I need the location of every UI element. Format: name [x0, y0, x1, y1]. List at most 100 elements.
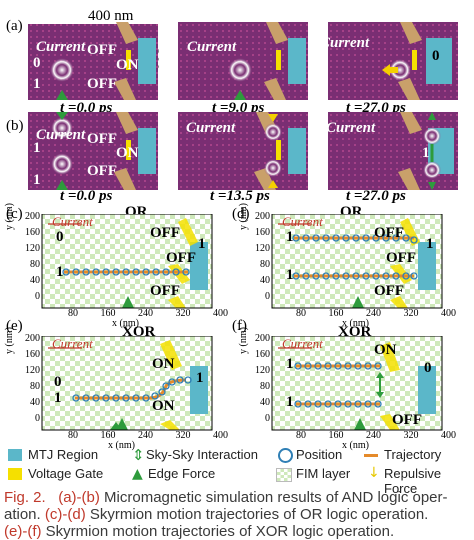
input-one-b2: 1	[33, 172, 41, 188]
xtick: 160	[100, 430, 116, 441]
yticks-c: 200 160 120 80 40 0	[20, 209, 40, 305]
ytick: 200	[25, 211, 40, 222]
gate-off-b1: OFF	[87, 131, 117, 147]
ylabel-f: y (nm)	[238, 327, 249, 354]
input-zero-c: 0	[56, 229, 64, 245]
ylabel-e: y (nm)	[4, 327, 15, 354]
xtick: 80	[68, 430, 78, 441]
width-dimension: 400 nm	[88, 8, 134, 24]
yticks-d: 200 160 120 80 40 0	[250, 209, 270, 305]
xtick: 80	[68, 308, 78, 319]
xlabel-d: x (nm)	[342, 318, 369, 329]
ytick: 40	[30, 275, 40, 286]
caption-ef: (e)-(f)	[4, 523, 42, 540]
trajectory-line-icon	[364, 454, 378, 457]
input-one-b1: 1	[33, 140, 41, 156]
xtick: 320	[175, 308, 191, 319]
legend-mtj: MTJ Region	[28, 447, 99, 462]
input-zero-a: 0	[33, 55, 41, 71]
yticks-f: 200 160 120 80 40 0	[250, 331, 270, 427]
xticks-e: 80 160 240 320 400	[68, 430, 228, 441]
ytick: 200	[255, 333, 270, 344]
ylabel-d: y (nm)	[238, 203, 249, 230]
ytick: 0	[35, 413, 40, 424]
ytick: 120	[255, 365, 270, 376]
gate-off-b2: OFF	[87, 163, 117, 179]
ytick: 160	[255, 349, 270, 360]
caption-cd: (c)-(d)	[44, 506, 86, 523]
caption-ab: (a)-(b)	[58, 489, 100, 506]
ytick: 120	[25, 243, 40, 254]
xtick: 320	[403, 430, 419, 441]
traj-row-cd	[41, 214, 443, 309]
panel-label-e: (e)	[6, 318, 23, 334]
input-one-d1: 1	[286, 229, 294, 245]
current-label-a1: Current	[36, 39, 86, 55]
xtick: 240	[138, 308, 153, 319]
xtick: 80	[296, 430, 306, 441]
gate-off-c3: OFF	[150, 283, 180, 299]
repulsive-force-icon: ↓	[368, 465, 380, 481]
gate-off-c2: OFF	[166, 250, 196, 266]
caption-text-1: Micromagnetic simulation results of AND …	[99, 489, 448, 506]
ytick: 160	[25, 227, 40, 238]
xlabel-f: x (nm)	[342, 440, 369, 451]
gate-on-e2: ON	[152, 398, 175, 414]
current-label-b2: Current	[186, 120, 236, 136]
legend-position: Position	[296, 447, 343, 462]
input-one-f2: 1	[286, 394, 294, 410]
panel-label-d: (d)	[232, 206, 250, 222]
xlabel-c: x (nm)	[112, 318, 139, 329]
output-zero-f: 0	[424, 360, 432, 376]
mtj-swatch-icon	[8, 449, 22, 461]
xtick: 400	[213, 308, 228, 319]
current-label-e: Current	[52, 336, 93, 351]
gate-off-c1: OFF	[150, 225, 180, 241]
gate-on-b: ON	[116, 145, 139, 161]
legend-trajectory: Trajectory	[384, 447, 442, 462]
ytick: 160	[25, 349, 40, 360]
legend-repulsive: Repulsive Force	[384, 466, 442, 496]
caption-text-2b: Skyrmion motion trajectories of OR logic…	[85, 506, 429, 523]
xtick: 400	[441, 308, 456, 319]
caption-fig: Fig. 2.	[4, 489, 46, 506]
gate-on-f: ON	[374, 342, 397, 358]
time-b2: t =13.5 ps	[210, 188, 270, 204]
current-label-c: Current	[52, 214, 93, 229]
position-circle-icon	[278, 448, 293, 463]
panel-label-f: (f)	[232, 318, 247, 334]
xtick: 240	[366, 308, 381, 319]
legend-skysky: Sky-Sky Interaction	[146, 447, 258, 462]
panel-label-a: (a)	[6, 18, 23, 34]
xtick: 80	[296, 308, 306, 319]
output-one-b: 1	[422, 145, 430, 161]
xtick: 240	[138, 430, 153, 441]
gate-on-a: ON	[116, 57, 139, 73]
time-b1: t =0.0 ps	[60, 188, 113, 204]
gate-off-a2: OFF	[87, 76, 117, 92]
legend-gate: Voltage Gate	[28, 466, 104, 481]
fim-swatch-icon	[276, 468, 292, 482]
output-one-e: 1	[196, 370, 204, 386]
current-label-d: Current	[282, 214, 323, 229]
ytick: 120	[25, 365, 40, 376]
caption-line-2: ation. (c)-(d) Skyrmion motion trajector…	[4, 506, 472, 523]
xlabel-e: x (nm)	[108, 440, 135, 451]
xticks-f: 80 160 240 320 400	[296, 430, 456, 441]
caption-text-2a: ation.	[4, 506, 41, 523]
current-label-b3: Current	[326, 120, 376, 136]
yticks-e: 200 160 120 80 40 0	[20, 331, 40, 427]
ytick: 80	[30, 381, 40, 392]
caption-line-1: Fig. 2. (a)-(b) Micromagnetic simulation…	[4, 489, 472, 506]
caption-text-3: Skyrmion motion trajectories of XOR logi…	[41, 523, 395, 540]
current-label-a3: Current	[320, 35, 370, 51]
ytick: 0	[265, 291, 270, 302]
output-zero-a: 0	[432, 48, 440, 64]
caption-line-3: (e)-(f) Skyrmion motion trajectories of …	[4, 523, 472, 540]
xtick: 400	[441, 430, 456, 441]
current-label-b1: Current	[36, 127, 86, 143]
gate-off-d1: OFF	[374, 225, 404, 241]
ylabel-c: y (nm)	[4, 203, 15, 230]
ytick: 80	[260, 381, 270, 392]
gate-off-d2: OFF	[386, 250, 416, 266]
